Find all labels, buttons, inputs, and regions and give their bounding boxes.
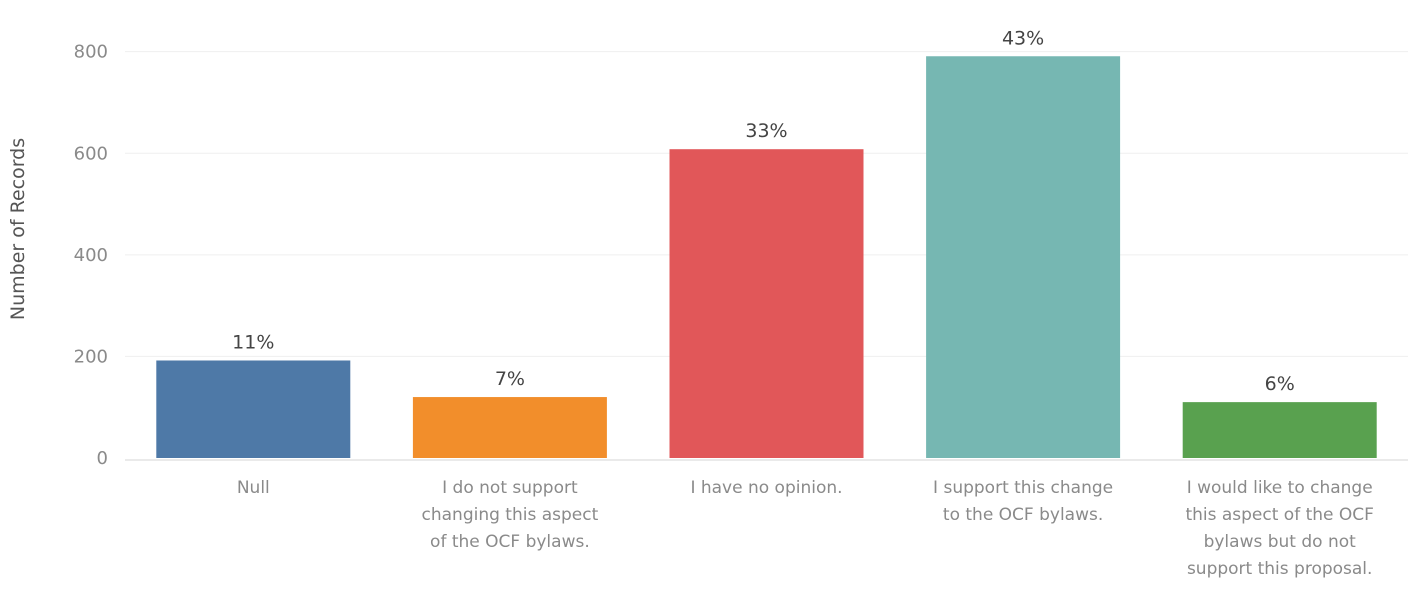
x-category-label: I support this change bbox=[933, 478, 1113, 498]
bar[interactable] bbox=[156, 360, 351, 458]
x-category-label: support this proposal. bbox=[1187, 559, 1373, 579]
y-axis-label: Number of Records bbox=[7, 138, 29, 320]
x-category-label: bylaws but do not bbox=[1204, 532, 1357, 552]
x-category-label: I have no opinion. bbox=[690, 478, 842, 498]
x-category-label: of the OCF bylaws. bbox=[430, 532, 590, 552]
bar-value-label: 6% bbox=[1265, 373, 1295, 395]
y-tick-label: 0 bbox=[97, 448, 108, 469]
bar-value-label: 33% bbox=[745, 120, 787, 142]
bar-value-label: 11% bbox=[232, 331, 274, 353]
y-tick-label: 200 bbox=[74, 346, 108, 367]
bar[interactable] bbox=[669, 149, 864, 459]
x-category-label: I do not support bbox=[442, 478, 578, 498]
x-category-label: this aspect of the OCF bbox=[1185, 505, 1374, 525]
y-tick-label: 600 bbox=[74, 143, 108, 164]
bar-value-label: 7% bbox=[495, 368, 525, 390]
x-category-label: changing this aspect bbox=[422, 505, 599, 525]
x-category-label: to the OCF bylaws. bbox=[943, 505, 1103, 525]
bar[interactable] bbox=[412, 397, 607, 458]
y-tick-label: 400 bbox=[74, 245, 108, 266]
data-labels: 11% 7% 33% 43% 6% bbox=[232, 27, 1295, 395]
bar-value-label: 43% bbox=[1002, 27, 1044, 49]
bars bbox=[156, 56, 1377, 459]
x-category-label: I would like to change bbox=[1187, 478, 1373, 498]
y-axis-ticks: 0 200 400 600 800 bbox=[74, 42, 108, 469]
category-labels: Null I do not support changing this aspect… bbox=[237, 478, 1374, 579]
bar[interactable] bbox=[926, 56, 1121, 458]
y-tick-label: 800 bbox=[74, 42, 108, 63]
x-category-label: Null bbox=[237, 478, 270, 498]
bar[interactable] bbox=[1182, 402, 1377, 458]
